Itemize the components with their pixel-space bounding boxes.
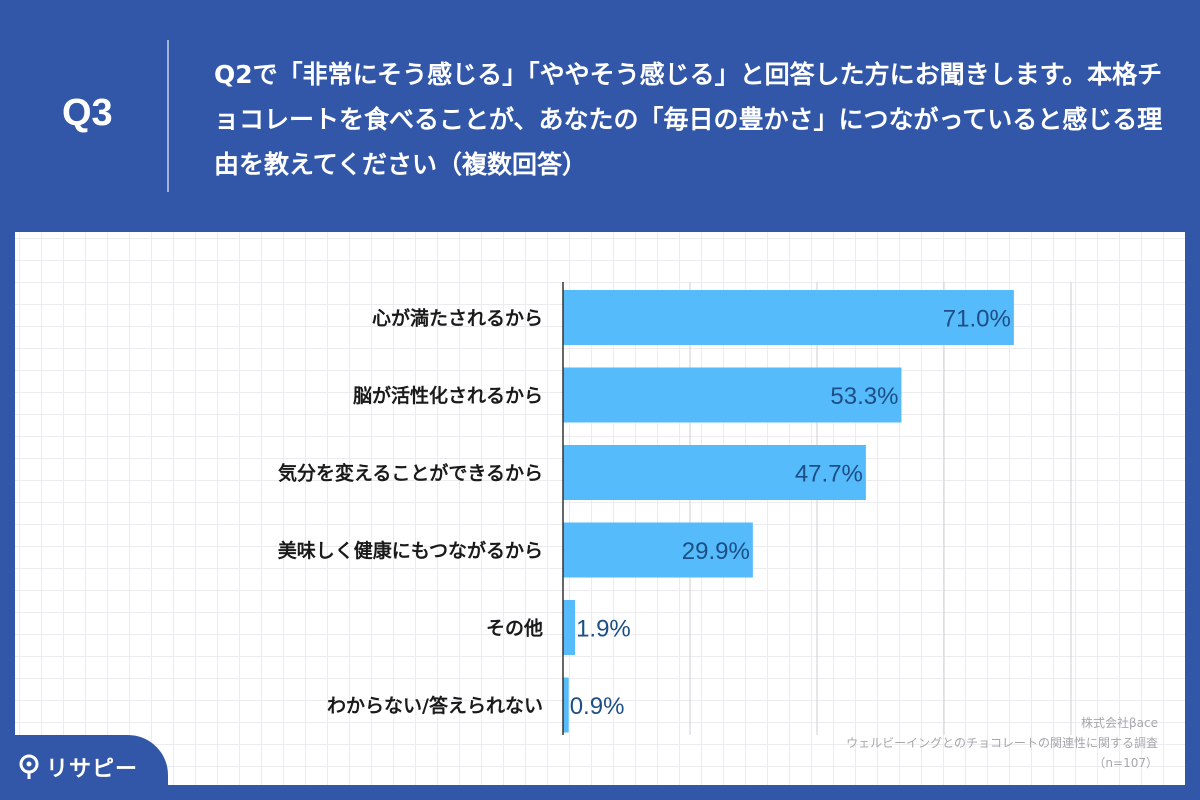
question-text: Q2で「非常にそう感じる」「ややそう感じる」と回答した方にお聞きします。本格チョ… <box>214 60 1163 179</box>
category-label: 心が満たされるから <box>372 307 543 330</box>
category-label: 美味しく健康にもつながるから <box>278 539 543 562</box>
bar <box>563 367 902 423</box>
source-sample: （n=107） <box>1093 756 1158 770</box>
source-survey: ウェルビーイングとのチョコレートの関連性に関する調査 <box>846 736 1158 750</box>
value-label: 29.9% <box>682 538 750 565</box>
category-label: 気分を変えることができるから <box>278 462 543 485</box>
header-divider <box>167 40 169 192</box>
value-label: 1.9% <box>576 616 631 643</box>
bar <box>563 677 569 733</box>
pin-icon <box>19 754 39 779</box>
brand-logo: リサピー <box>18 751 138 783</box>
bar <box>563 290 1014 345</box>
category-label: その他 <box>486 617 543 640</box>
source-note: 株式会社βace ウェルビーイングとのチョコレートの関連性に関する調査 （n=1… <box>846 713 1158 773</box>
value-label: 71.0% <box>943 306 1011 333</box>
bar <box>563 600 576 655</box>
value-label: 0.9% <box>570 693 625 720</box>
category-label: 脳が活性化されるから <box>352 384 543 407</box>
question-number: Q3 <box>62 92 113 134</box>
brand-name: リサピー <box>46 757 139 782</box>
value-label: 53.3% <box>830 383 898 410</box>
chart-panel: 心が満たされるから 71.0% 脳が活性化されるから 53.3% 気分を変えることができ… <box>15 232 1185 785</box>
category-label: わからない/答えられない <box>327 694 543 717</box>
value-label: 47.7% <box>795 461 863 488</box>
source-company: 株式会社βace <box>1081 716 1158 730</box>
bar <box>563 522 753 578</box>
bar-chart: 心が満たされるから 71.0% 脳が活性化されるから 53.3% 気分を変えることができ… <box>278 282 1072 735</box>
brand-badge: リサピー <box>0 735 168 800</box>
bar <box>563 445 866 500</box>
